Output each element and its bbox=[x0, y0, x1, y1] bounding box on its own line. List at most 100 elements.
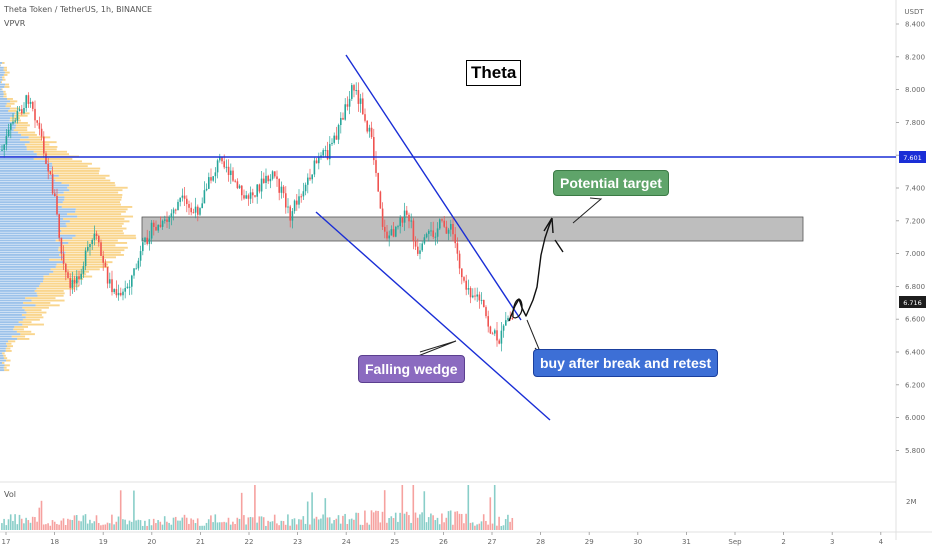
candle-body bbox=[230, 170, 232, 176]
candle-body bbox=[87, 246, 89, 251]
candle-body bbox=[278, 178, 280, 193]
volume-bar bbox=[271, 521, 274, 530]
candle-body bbox=[175, 209, 177, 211]
candle-body bbox=[98, 236, 100, 243]
vpvr-bar-sell bbox=[3, 74, 8, 76]
title-label[interactable]: Theta bbox=[466, 60, 522, 86]
candle-body bbox=[69, 278, 71, 288]
time-tick-label: 28 bbox=[536, 538, 545, 546]
volume-bar bbox=[452, 524, 454, 530]
vpvr-bar-buy bbox=[0, 251, 66, 254]
time-tick-label: 21 bbox=[196, 538, 205, 546]
symbol-header[interactable]: Theta Token / TetherUS, 1h, BINANCE bbox=[4, 5, 153, 14]
vpvr-bar-sell bbox=[21, 134, 37, 136]
candle-body bbox=[439, 219, 441, 229]
candle-body bbox=[243, 195, 245, 199]
candle-body bbox=[115, 289, 118, 296]
volume-bar bbox=[249, 516, 252, 530]
volume-bar bbox=[260, 516, 263, 530]
candle-body bbox=[496, 330, 498, 341]
candle-body bbox=[489, 326, 492, 334]
volume-bar bbox=[159, 521, 162, 530]
vpvr-bar-buy bbox=[0, 119, 10, 122]
candle-body bbox=[197, 206, 199, 215]
volume-bar bbox=[278, 525, 280, 530]
vpvr-bar-sell bbox=[59, 227, 127, 230]
vpvr-bar-buy bbox=[0, 172, 49, 175]
time-tick-label: 2 bbox=[781, 538, 785, 546]
price-tick-label: 6.600 bbox=[905, 316, 925, 324]
time-tick-label: 4 bbox=[879, 538, 884, 546]
candle-body bbox=[511, 318, 514, 320]
wedge-lower-trendline[interactable] bbox=[315, 211, 551, 421]
candle-body bbox=[436, 228, 439, 237]
time-tick-label: 20 bbox=[147, 538, 156, 546]
volume-bar bbox=[509, 521, 511, 530]
vpvr-bar-sell bbox=[15, 126, 28, 129]
vpvr-bar-buy bbox=[0, 273, 50, 276]
indicator-label[interactable]: VPVR bbox=[4, 19, 26, 28]
vpvr-bar-sell bbox=[15, 122, 28, 124]
candle-body bbox=[487, 316, 489, 327]
wedge-label-pointer bbox=[417, 340, 457, 357]
falling-wedge-label[interactable]: Falling wedge bbox=[358, 355, 465, 383]
candle-body bbox=[5, 135, 8, 145]
wedge-upper-trendline[interactable] bbox=[345, 54, 522, 321]
candle-body bbox=[379, 191, 382, 209]
volume-bar bbox=[45, 524, 47, 530]
entry-note-label[interactable]: buy after break and retest bbox=[533, 349, 719, 377]
volume-bar bbox=[427, 517, 430, 530]
vpvr-bar-sell bbox=[9, 107, 21, 110]
candle-body bbox=[355, 90, 357, 92]
price-axis[interactable]: 8.4008.2008.0007.8007.6007.4007.2007.000… bbox=[896, 21, 925, 455]
candle-body bbox=[36, 120, 38, 123]
vpvr-bar-buy bbox=[0, 150, 34, 153]
candle-body bbox=[337, 124, 340, 140]
volume-bar bbox=[441, 513, 443, 530]
volume-bar bbox=[1, 523, 3, 530]
candle-body bbox=[113, 289, 115, 293]
volume-bar bbox=[225, 522, 228, 530]
volume-bar bbox=[38, 507, 41, 530]
time-tick-label: 31 bbox=[682, 538, 691, 546]
candle-body bbox=[410, 220, 412, 222]
candle-body bbox=[144, 237, 146, 243]
volume-bar bbox=[315, 516, 318, 530]
vpvr-bar-sell bbox=[14, 326, 29, 328]
candle-body bbox=[223, 161, 225, 168]
resistance-zone bbox=[141, 216, 804, 242]
price-candles bbox=[1, 82, 514, 352]
vpvr-bar-buy bbox=[0, 290, 35, 292]
candle-body bbox=[322, 150, 324, 156]
volume-bar bbox=[491, 523, 494, 530]
vpvr-bar-sell bbox=[4, 71, 10, 74]
vpvr-bar-buy bbox=[0, 246, 59, 249]
candle-body bbox=[43, 136, 45, 154]
volume-bar bbox=[366, 522, 368, 530]
vpvr-bar-buy bbox=[0, 282, 41, 285]
volume-bar bbox=[368, 524, 371, 530]
volume-bar bbox=[309, 524, 311, 530]
volume-bar bbox=[313, 518, 316, 530]
vpvr-bar-buy bbox=[0, 299, 32, 302]
vpvr-bar-buy bbox=[0, 321, 19, 324]
potential-target-label[interactable]: Potential target bbox=[553, 170, 669, 196]
vpvr-bar-sell bbox=[6, 102, 15, 105]
vpvr-bar-sell bbox=[3, 66, 7, 69]
volume-bar bbox=[196, 518, 199, 530]
time-tick-label: 22 bbox=[245, 538, 254, 546]
volume-bar bbox=[399, 512, 401, 530]
vpvr-bar-sell bbox=[4, 364, 10, 367]
vpvr-bar-buy bbox=[0, 309, 25, 312]
vpvr-bar-buy bbox=[0, 112, 16, 115]
volume-bar bbox=[51, 520, 54, 530]
vpvr-bar-sell bbox=[22, 323, 44, 326]
level-price-text: 7.601 bbox=[903, 154, 922, 162]
volume-bar bbox=[311, 492, 313, 530]
volume-bar bbox=[498, 516, 500, 530]
candle-body bbox=[293, 200, 296, 212]
time-axis[interactable]: 17 18 19 20 21 22 23 24 25 26 27 28 29 30 31 Sep 2 3 4 bbox=[2, 532, 884, 546]
volume-bar bbox=[221, 522, 223, 530]
projection-path[interactable] bbox=[508, 217, 564, 322]
